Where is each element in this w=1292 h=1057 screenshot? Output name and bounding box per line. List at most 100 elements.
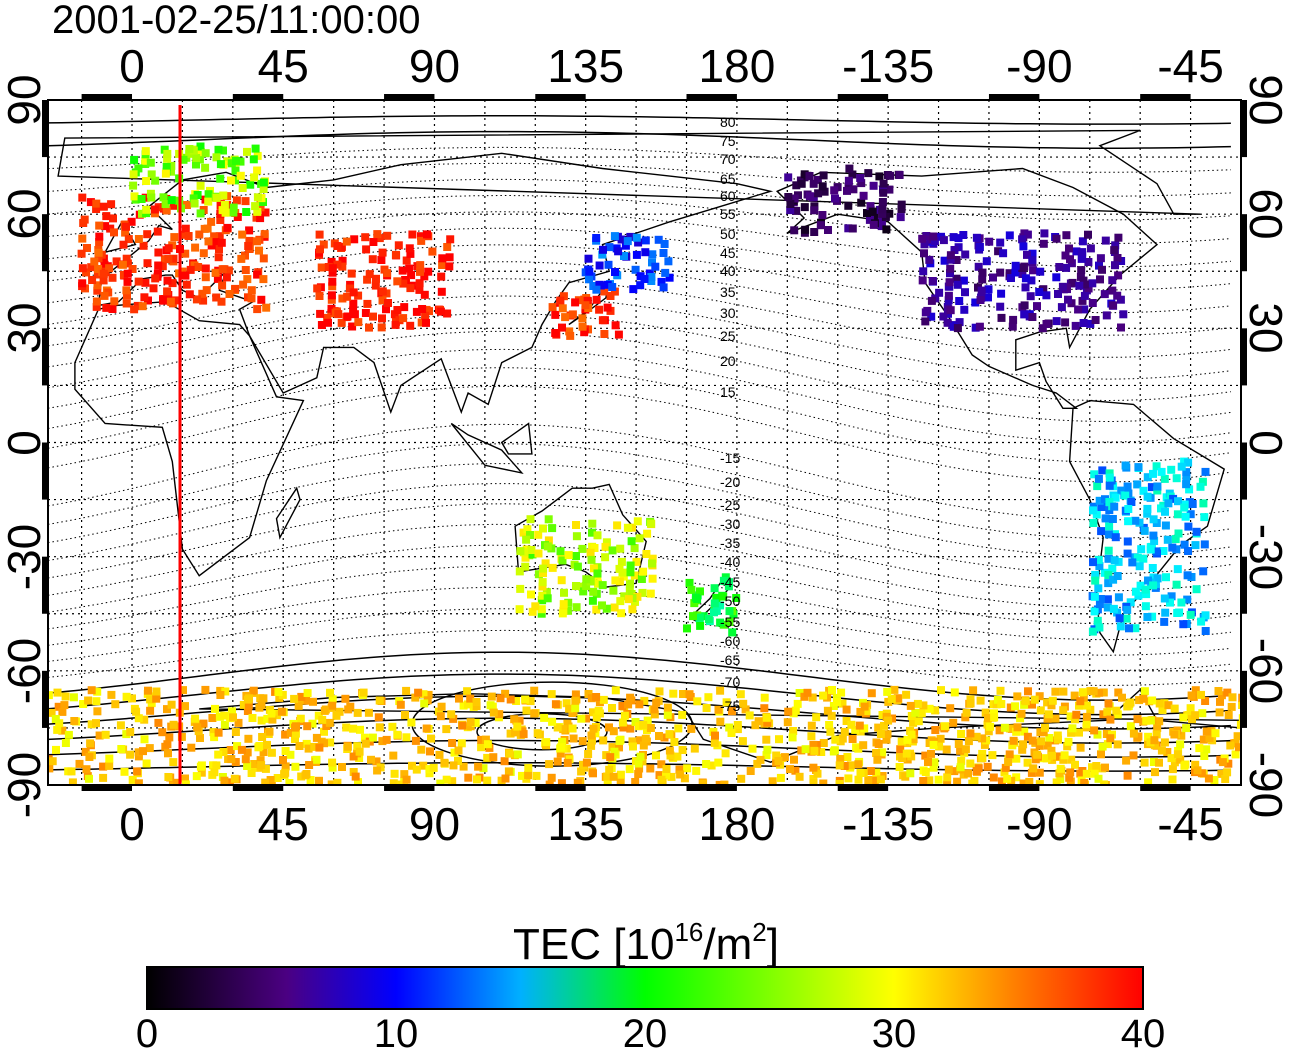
tec-point: [854, 744, 863, 753]
tec-point: [159, 193, 168, 202]
tec-point: [640, 275, 649, 283]
tec-point: [997, 313, 1006, 322]
tec-point: [526, 697, 535, 706]
tec-point: [1149, 515, 1158, 524]
tec-point: [232, 156, 240, 165]
tec-point: [719, 576, 728, 585]
tec-point: [1170, 758, 1179, 767]
tec-point: [233, 742, 242, 751]
tec-point: [617, 609, 626, 618]
tec-point: [437, 287, 446, 296]
tec-point: [134, 714, 143, 723]
tec-point: [169, 720, 178, 729]
tec-point: [854, 775, 863, 784]
tec-point: [134, 277, 143, 286]
tec-point: [813, 175, 822, 184]
tec-point: [53, 688, 62, 697]
tec-point: [388, 722, 397, 731]
tec-point: [945, 278, 954, 287]
lon-tick-label: -135: [842, 40, 935, 92]
tec-point: [241, 197, 250, 206]
tec-point: [406, 321, 415, 330]
tec-point: [558, 323, 566, 332]
tec-point: [117, 745, 126, 753]
tec-point: [954, 234, 963, 243]
tec-point: [122, 222, 130, 231]
tec-point: [1089, 687, 1098, 696]
tec-point: [710, 599, 719, 608]
tec-point: [565, 704, 574, 713]
tec-point: [130, 305, 139, 314]
tec-point: [996, 238, 1005, 247]
tec-point: [1161, 507, 1169, 516]
tec-point: [1174, 529, 1183, 538]
tec-point: [274, 688, 283, 696]
tec-point: [763, 718, 772, 727]
tec-point: [483, 740, 492, 749]
tec-point: [383, 269, 392, 278]
frame-tick-bar: [1241, 442, 1247, 500]
tec-point: [954, 740, 963, 748]
tec-point: [279, 756, 287, 764]
tec-point: [417, 232, 425, 241]
tec-point: [835, 761, 844, 770]
tec-point: [259, 275, 268, 284]
tec-point: [58, 707, 67, 716]
tec-point: [1080, 291, 1089, 300]
tec-point: [772, 751, 781, 760]
tec-point: [946, 255, 955, 264]
tec-point: [1173, 750, 1182, 759]
tec-point: [1129, 751, 1138, 760]
tec-point: [183, 201, 191, 209]
tec-point: [152, 687, 161, 696]
tec-point: [260, 230, 269, 239]
tec-point: [934, 775, 943, 784]
tec-point: [1043, 741, 1052, 750]
tec-point: [402, 775, 411, 784]
tec-point: [1000, 723, 1009, 732]
tec-point: [722, 698, 731, 707]
tec-point: [1111, 493, 1120, 502]
tec-point: [592, 605, 601, 614]
tec-point: [506, 695, 515, 704]
tec-point: [1118, 693, 1126, 702]
tec-point: [636, 281, 645, 290]
tec-point: [616, 735, 625, 744]
frame-tick-bar: [837, 94, 889, 100]
tec-point: [170, 233, 179, 242]
tec-point: [398, 266, 407, 275]
tec-point: [185, 290, 194, 299]
tec-point: [578, 737, 587, 746]
tec-point: [1070, 691, 1079, 700]
tec-point: [92, 297, 101, 306]
tec-point: [1133, 553, 1142, 562]
tec-point: [587, 731, 596, 740]
tec-point: [885, 185, 894, 194]
tec-point: [1027, 768, 1036, 777]
tec-point: [628, 523, 636, 532]
tec-point: [990, 713, 999, 722]
tec-point: [594, 579, 602, 588]
tec-point: [133, 767, 142, 776]
tec-point: [944, 765, 953, 774]
tec-point: [909, 718, 918, 727]
lon-tick-label: -90: [1006, 40, 1073, 92]
tec-point: [201, 163, 210, 172]
tec-point: [1005, 231, 1014, 240]
tec-point: [648, 258, 656, 267]
tec-point: [1009, 315, 1018, 324]
tec-point: [128, 265, 137, 273]
tec-point: [1011, 268, 1020, 277]
tec-point: [255, 246, 263, 255]
tec-point: [443, 243, 452, 251]
tec-point: [1080, 280, 1089, 289]
tec-point: [774, 757, 783, 765]
tec-point: [161, 169, 170, 178]
tec-point: [602, 604, 611, 613]
tec-point: [869, 220, 878, 229]
tec-point: [515, 605, 524, 614]
tec-point: [61, 692, 70, 701]
tec-point: [128, 775, 137, 784]
tec-point: [1092, 510, 1101, 519]
tec-point: [118, 260, 127, 269]
